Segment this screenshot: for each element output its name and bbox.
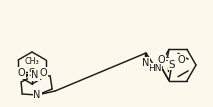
Text: S: S xyxy=(29,68,35,78)
Text: S: S xyxy=(169,60,175,70)
Text: N: N xyxy=(33,90,41,100)
Text: O: O xyxy=(17,68,25,78)
Text: F: F xyxy=(164,57,170,67)
Text: O: O xyxy=(157,55,165,65)
Text: O: O xyxy=(177,55,185,65)
Text: O: O xyxy=(39,68,47,78)
Text: CH₃: CH₃ xyxy=(25,57,39,66)
Text: N: N xyxy=(32,70,39,80)
Text: N: N xyxy=(142,58,150,68)
Text: HN: HN xyxy=(148,64,162,73)
Text: N: N xyxy=(32,70,39,80)
